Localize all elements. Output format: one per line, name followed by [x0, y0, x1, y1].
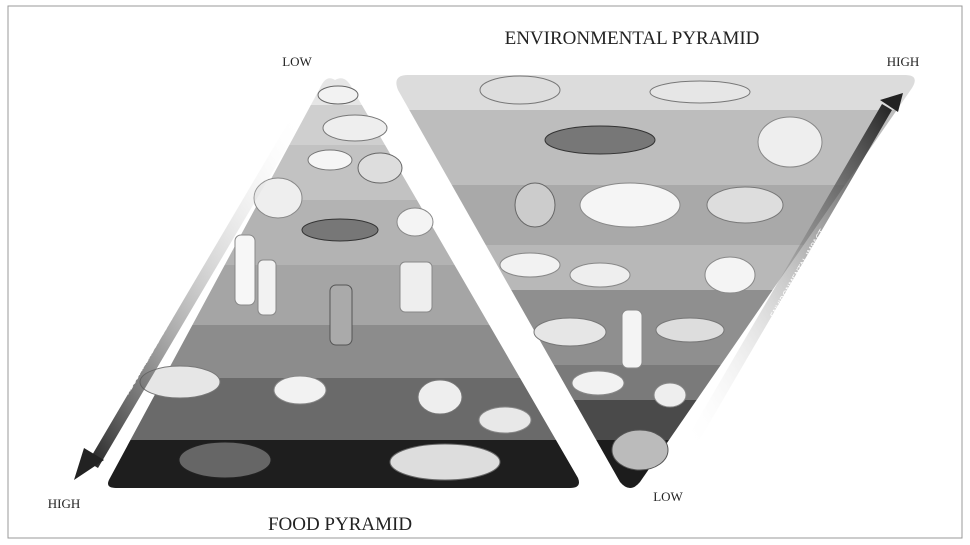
food-axis-bottom: HIGH	[48, 496, 81, 511]
food-title: FOOD PYRAMID	[268, 514, 412, 535]
double-pyramid: RECOMMENDED CONSUMPTION ENVIRONMENTAL IM…	[0, 0, 970, 545]
food-axis-top: LOW	[282, 54, 312, 69]
env-axis-top: HIGH	[887, 54, 920, 69]
env-axis-bottom: LOW	[653, 489, 683, 504]
environmental-title: ENVIRONMENTAL PYRAMID	[505, 28, 760, 49]
